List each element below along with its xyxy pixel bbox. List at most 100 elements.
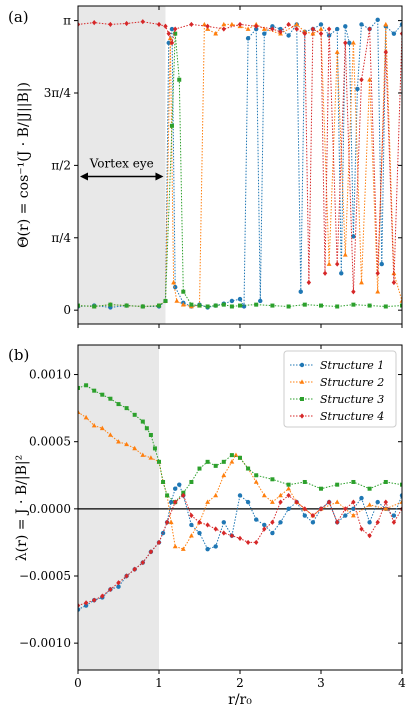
panel-a-series-1-point [237, 296, 243, 302]
panel-a-series-3-point [197, 303, 202, 308]
panel-a-series-1-point [343, 24, 348, 29]
panel-a-series-2-point [261, 26, 267, 31]
panel-b-y-tick-label: −0.0005 [19, 569, 71, 583]
panel-a-series-4-point [383, 49, 388, 55]
panel-b-series-1-point [221, 520, 226, 525]
panel-a-series-1-point [229, 298, 235, 304]
panel-a-series-2-point [351, 40, 356, 45]
panel-a-series-3-point [383, 304, 388, 309]
panel-b-series-1-point [168, 499, 174, 505]
panel-a-series-4-point [294, 26, 299, 32]
panel-a-series-2-point [201, 21, 207, 27]
panel-b-series-3-point [92, 388, 97, 393]
panel-b-series-4-point [124, 573, 129, 579]
panel-a-series-1-point [339, 271, 344, 276]
panel-a-series-4-point [270, 26, 275, 32]
panel-b-series-4-point [189, 512, 194, 519]
panel-b-series-3-point [124, 406, 129, 411]
panel-b-series-3-point [351, 479, 356, 484]
panel-b-series-3-point [84, 383, 89, 388]
panel-b-series-2-point [132, 445, 138, 451]
panel-b-series-4-point [116, 580, 121, 586]
panel-b-series-2-point [91, 422, 97, 428]
panel-b-series-4-point [375, 519, 380, 525]
panel-b-series-3-point [181, 490, 186, 495]
panel-a-series-1-point [278, 26, 283, 32]
panel-b-series-2-point [180, 546, 186, 551]
panel-a-series-4-point [156, 21, 162, 28]
legend-entry-label: Structure 2 [320, 376, 384, 389]
panel-a-series-3-point [177, 77, 182, 82]
panel-b-series-2-point [221, 472, 227, 478]
panel-a-series-3-point [302, 302, 307, 307]
panel-b-series-4-point [148, 549, 154, 555]
panel-b-series-3-point [157, 459, 161, 464]
panel-b-series-4-point [318, 506, 324, 512]
panel-a-series-3-point [335, 304, 340, 309]
panel-a-series-2-point [310, 31, 316, 36]
panel-a-series-4-point [189, 21, 194, 28]
panel-a-series-2-point [245, 26, 251, 31]
legend-swatch-marker [299, 413, 305, 419]
panel-a-series-2-point [367, 77, 372, 82]
legend-box [283, 350, 397, 428]
panel-b-series-2-point [83, 414, 89, 420]
panel-a-series-1-point [169, 26, 175, 32]
panel-b-x-tick-label: 2 [236, 676, 244, 690]
x-axis-label: r/r₀ [228, 692, 252, 708]
panel-a-series-2-point [213, 31, 219, 36]
panel-a-series-4-point [108, 21, 113, 28]
panel-b-series-4-point [302, 506, 307, 512]
panel-a-series-3-point [108, 302, 113, 307]
panel-b-series-3-point [213, 463, 218, 468]
panel-a-series-3-point [124, 303, 129, 308]
panel-b-series-1-point [270, 530, 275, 536]
panel-b-series-2-point [383, 506, 389, 511]
panel-a-series-4-point [322, 270, 328, 276]
panel-b-series-1-point [310, 520, 316, 525]
panel-a-series-4-point [221, 26, 226, 32]
panel-b-series-2-point [189, 533, 194, 538]
panel-b-series-3-line [78, 384, 402, 503]
panel-b-series-1-point [302, 513, 307, 518]
panel-b-series-4-point [237, 535, 243, 541]
panel-b-series-2-point [229, 459, 235, 464]
panel-b-series-3-point [197, 466, 202, 471]
panel-b-series-4-point [156, 539, 162, 546]
panel-b-series-4-point [245, 539, 251, 546]
panel-b-series-3-point [116, 402, 121, 407]
panel-a-series-1-point [359, 22, 364, 27]
panel-a-series-3-line [78, 33, 402, 308]
panel-a-series-4-point [237, 21, 243, 28]
panel-b-series-4-point [335, 519, 340, 525]
legend-entry-label: Structure 4 [320, 410, 384, 423]
panel-a-series-4-point [166, 31, 171, 37]
panel-a-series-4-point [205, 23, 210, 29]
panel-a-series-3-point [78, 303, 80, 308]
panel-a-series-1-point [326, 33, 332, 38]
panel-b-series-4-point [78, 602, 81, 609]
panel-a-series-4-point [359, 77, 364, 83]
panel-a-series-2-point [174, 298, 180, 303]
panel-a-series-1-point [286, 33, 291, 38]
panel-b-series-1-point [399, 493, 402, 498]
panel-a-series-1-point [258, 298, 263, 304]
panel-a-series-1-point [298, 289, 303, 294]
panel-b-series-3-point [132, 412, 137, 417]
panel-b-series-4-point [181, 492, 186, 499]
panel-b-series-2-point [399, 499, 402, 504]
legend-entry-label: Structure 1 [320, 359, 384, 372]
panel-a-series-1-point [245, 36, 251, 41]
panel-b-series-4-point [262, 526, 267, 532]
panel-b-series-2-point [351, 512, 356, 518]
panel-a-series-3-point [92, 304, 97, 309]
panel-b-y-tick-label: −0.0010 [19, 636, 71, 650]
panel-a-series-2-point [221, 21, 227, 27]
panel-a-y-tick-label: 0 [63, 303, 71, 317]
panel-b-series-2-point [261, 492, 267, 498]
panel-b-series-2-point [140, 452, 146, 457]
panel-b-series-3-point [161, 479, 166, 484]
panel-b-series-2-point [205, 499, 210, 504]
panel-a-series-4-point [318, 31, 324, 37]
panel-b-y-tick-label: 0.0000 [29, 502, 71, 516]
